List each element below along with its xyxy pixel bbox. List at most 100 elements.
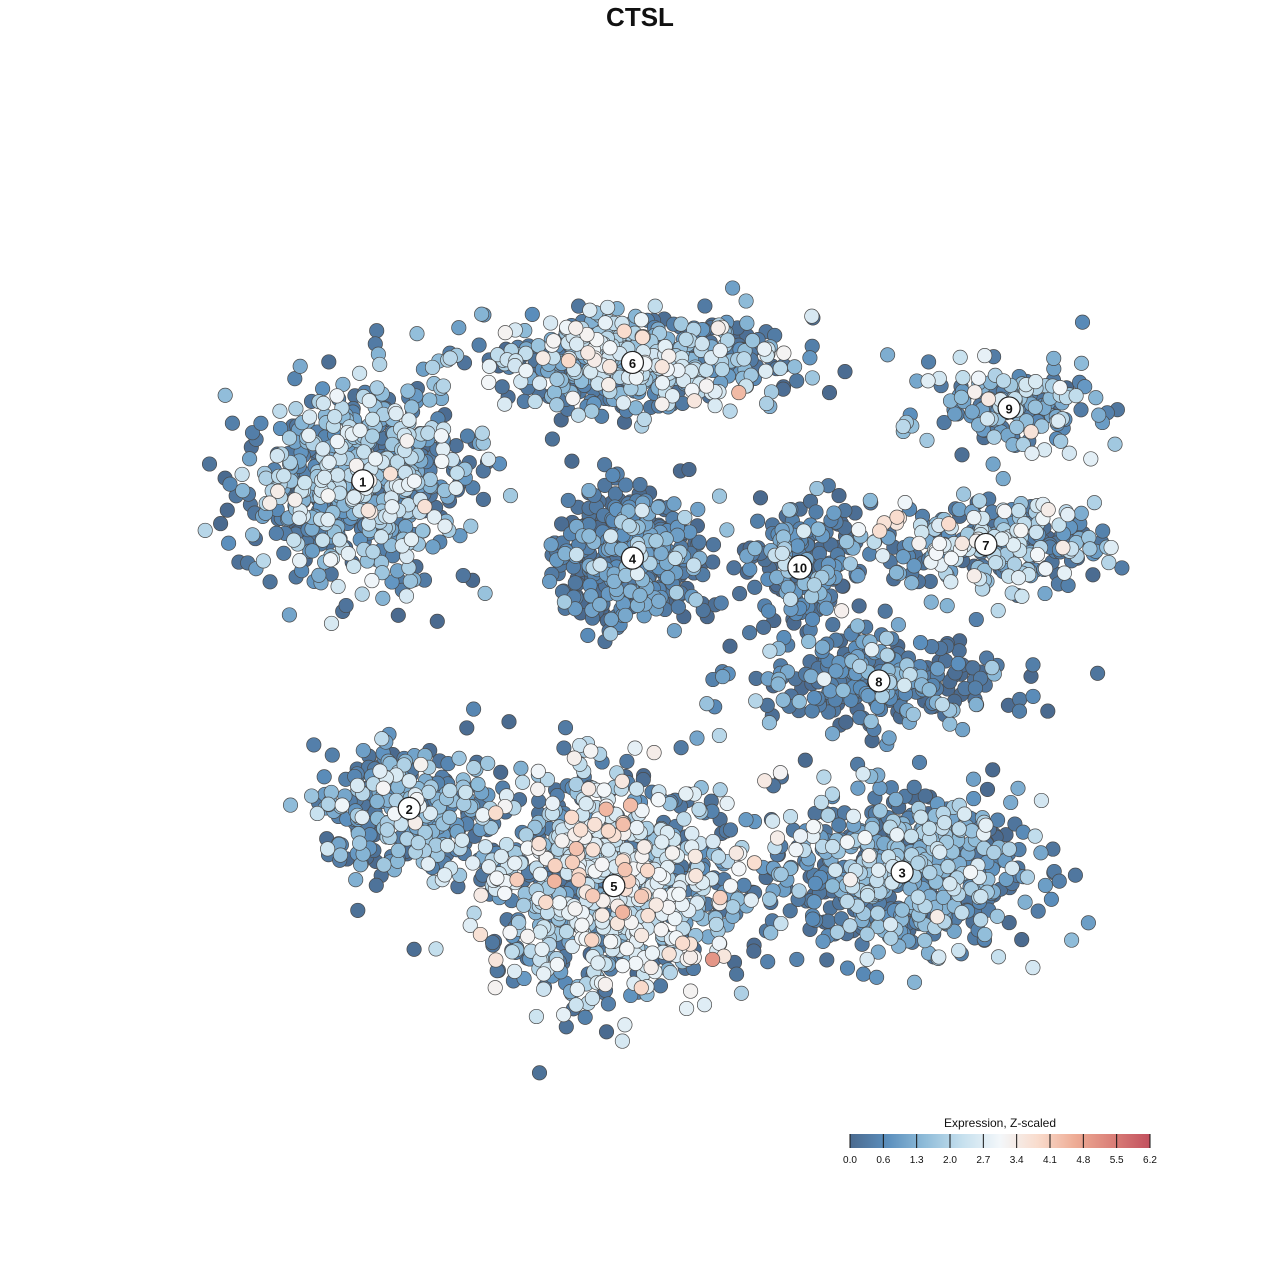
cell-point	[636, 411, 652, 427]
cell-point	[269, 448, 285, 464]
cell-point	[288, 401, 304, 417]
cell-point	[346, 558, 362, 574]
cell-point	[513, 760, 529, 776]
cell-point	[600, 299, 616, 315]
cell-point	[796, 523, 812, 539]
cell-point	[221, 535, 237, 551]
cell-point	[560, 492, 576, 508]
cell-point	[497, 885, 513, 901]
cell-point	[417, 499, 433, 515]
cell-point	[489, 870, 505, 886]
cell-point	[705, 554, 721, 570]
cell-point	[568, 841, 584, 857]
cell-point	[725, 280, 741, 296]
cell-point	[694, 336, 710, 352]
cell-point	[329, 388, 345, 404]
cell-point	[281, 607, 297, 623]
cell-point	[406, 473, 422, 489]
cell-point	[584, 990, 600, 1006]
cell-point	[906, 558, 922, 574]
cell-point	[782, 903, 798, 919]
cell-point	[569, 981, 585, 997]
cell-point	[315, 395, 331, 411]
cell-point	[568, 997, 584, 1013]
cell-point	[532, 375, 548, 391]
cell-point	[789, 951, 805, 967]
cell-point	[1088, 390, 1104, 406]
cell-point	[738, 293, 754, 309]
cell-point	[384, 499, 400, 515]
cell-point	[632, 477, 648, 493]
cell-point	[646, 745, 662, 761]
cell-point	[543, 315, 559, 331]
cell-point	[726, 560, 742, 576]
cell-point	[691, 801, 707, 817]
cell-point	[919, 432, 935, 448]
cell-point	[1014, 588, 1030, 604]
cell-point	[234, 466, 250, 482]
cell-point	[369, 793, 385, 810]
cell-point	[534, 941, 550, 957]
cell-point	[808, 504, 824, 520]
cell-point	[705, 537, 722, 553]
cell-points-layer	[197, 280, 1130, 1081]
legend-tick-label: 2.7	[976, 1155, 990, 1166]
cell-point	[451, 750, 467, 766]
cell-point	[782, 591, 799, 607]
cell-point	[315, 381, 331, 397]
cell-point	[648, 533, 664, 549]
cell-point	[921, 354, 937, 370]
cell-point	[956, 486, 972, 502]
cell-point	[596, 782, 612, 798]
cell-point	[986, 844, 1002, 861]
cell-point	[282, 797, 299, 813]
cell-point	[399, 433, 415, 449]
cluster-label-text: 1	[359, 474, 366, 489]
cell-point	[666, 623, 682, 639]
cell-point	[739, 315, 755, 331]
cell-point	[978, 817, 994, 833]
cell-point	[931, 535, 947, 552]
cell-point	[770, 676, 786, 692]
cell-point	[323, 615, 340, 631]
cell-point	[950, 656, 966, 672]
cell-point	[990, 603, 1006, 619]
cell-point	[488, 952, 504, 968]
cell-point	[374, 731, 390, 747]
cell-point	[880, 347, 896, 363]
cell-point	[973, 889, 989, 905]
cell-point	[580, 345, 596, 361]
cell-point	[617, 862, 633, 878]
cell-point	[413, 756, 429, 773]
cell-point	[291, 510, 307, 526]
cell-point	[997, 503, 1013, 520]
cell-point	[569, 546, 585, 563]
cell-point	[651, 593, 667, 609]
legend-gradient-bar	[850, 1134, 1150, 1148]
cell-point	[1043, 891, 1059, 907]
cell-point	[955, 722, 971, 738]
cell-point	[829, 924, 845, 940]
cell-point	[518, 363, 534, 379]
cell-point	[842, 872, 858, 888]
cell-point	[988, 555, 1004, 571]
cell-point	[502, 488, 519, 504]
cell-point	[668, 585, 685, 601]
cell-point	[707, 398, 723, 414]
cluster-label: 6	[620, 350, 645, 375]
cell-point	[872, 780, 888, 796]
cell-point	[661, 946, 677, 962]
cell-point	[804, 308, 820, 324]
cell-point	[601, 377, 617, 393]
cell-point	[372, 356, 388, 372]
legend-tick-label: 1.3	[910, 1155, 924, 1166]
cell-point	[346, 489, 362, 505]
cell-point	[566, 750, 582, 766]
cell-point	[813, 794, 829, 810]
cell-point	[531, 836, 547, 852]
cell-point	[304, 788, 320, 804]
cell-point	[549, 397, 565, 413]
cell-point	[321, 354, 337, 370]
cell-point	[875, 548, 891, 564]
cell-point	[804, 370, 820, 386]
